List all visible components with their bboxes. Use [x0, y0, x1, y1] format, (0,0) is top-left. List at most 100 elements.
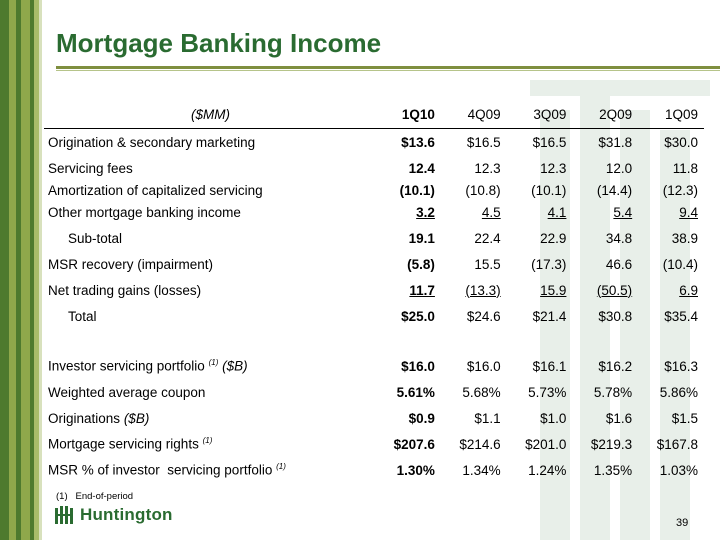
cell-value: $16.5: [466, 134, 501, 150]
cell-value: 5.4: [613, 204, 633, 220]
cell-value: $21.4: [532, 308, 567, 324]
cell-value: 5.78%: [593, 384, 633, 400]
cell-value: 6.9: [679, 282, 698, 298]
cell-value: 22.9: [540, 230, 567, 246]
cell-value: $1.0: [540, 410, 567, 426]
cell-value: 15.9: [540, 282, 567, 298]
cell-value: 5.68%: [462, 384, 501, 400]
title-rule-thin: [56, 70, 720, 71]
row-label: Net trading gains (losses): [48, 282, 202, 298]
cell-value: 12.3: [540, 160, 567, 176]
unit-label: ($B): [222, 358, 248, 374]
cell-value: (10.1): [399, 182, 435, 198]
table-row: Amortization of capitalized servicing (1…: [44, 181, 704, 199]
cell-value: 11.7: [409, 282, 435, 298]
financial-table: ($MM) 1Q10 4Q09 3Q09 2Q09 1Q09 Originati…: [44, 100, 704, 483]
table-row-total: Total $25.0 $24.6 $21.4 $30.8 $35.4: [44, 303, 704, 329]
cell-value: (5.8): [407, 256, 435, 272]
table-spacer: [44, 329, 704, 353]
cell-value: $214.6: [459, 436, 501, 452]
cell-value: 11.8: [672, 160, 698, 176]
row-label: MSR recovery (impairment): [48, 256, 214, 272]
table-row: Servicing fees 12.4 12.3 12.3 12.0 11.8: [44, 155, 704, 181]
cell-value: (50.5): [596, 282, 633, 298]
cell-value: $1.6: [605, 410, 633, 426]
table-row-subtotal: Sub-total 19.1 22.4 22.9 34.8 38.9: [44, 225, 704, 251]
row-label: Amortization of capitalized servicing: [48, 182, 263, 198]
row-label: Sub-total: [68, 230, 123, 246]
unit-label: ($B): [123, 410, 150, 426]
cell-value: $0.9: [408, 410, 435, 426]
cell-value: $30.0: [664, 134, 698, 150]
metric-label: Mortgage servicing rights (1): [48, 436, 213, 452]
cell-value: $167.8: [656, 436, 698, 452]
cell-value: 1.35%: [593, 462, 633, 478]
cell-value: $25.0: [401, 308, 435, 324]
cell-value: $30.8: [598, 308, 633, 324]
cell-value: $35.4: [664, 308, 698, 324]
footnote: (1) End-of-period: [56, 491, 134, 502]
background-watermark: [520, 70, 720, 540]
cell-value: 22.4: [474, 230, 501, 246]
row-label: Total: [68, 308, 97, 324]
cell-value: $16.1: [532, 358, 567, 374]
cell-value: $16.3: [664, 358, 698, 374]
cell-value: $24.6: [466, 308, 501, 324]
metric-row: Mortgage servicing rights (1) $207.6 $21…: [44, 431, 704, 457]
footnote-marker: (1): [202, 436, 213, 446]
metric-label: MSR % of investor servicing portfolio (1…: [48, 462, 286, 478]
cell-value: 5.86%: [659, 384, 698, 400]
cell-value: (13.3): [465, 282, 501, 298]
cell-value: 12.4: [408, 160, 435, 176]
title-rule: [56, 66, 720, 69]
cell-value: 4.5: [481, 204, 501, 220]
cell-value: $16.2: [598, 358, 633, 374]
cell-value: (14.4): [596, 182, 633, 198]
left-stripe: [34, 0, 39, 540]
page-title: Mortgage Banking Income: [56, 28, 382, 58]
cell-value: 34.8: [605, 230, 633, 246]
cell-value: 1.30%: [396, 462, 435, 478]
table-header-row: ($MM) 1Q10 4Q09 3Q09 2Q09 1Q09: [44, 100, 704, 129]
row-label: Servicing fees: [48, 160, 133, 176]
metric-label: Weighted average coupon: [48, 384, 206, 400]
cell-value: 9.4: [679, 204, 698, 220]
cell-value: 12.3: [474, 160, 501, 176]
cell-value: (17.3): [531, 256, 567, 272]
row-label: Origination & secondary marketing: [48, 134, 256, 150]
cell-value: $16.0: [466, 358, 501, 374]
cell-value: (10.1): [531, 182, 567, 198]
metric-row: Originations ($B) $0.9 $1.1 $1.0 $1.6 $1…: [44, 405, 704, 431]
metric-row: Weighted average coupon 5.61% 5.68% 5.73…: [44, 379, 704, 405]
left-stripe: [30, 0, 34, 540]
cell-value: 4.1: [547, 204, 567, 220]
left-stripe: [16, 0, 21, 540]
column-header: 2Q09: [572, 100, 639, 129]
cell-value: (10.4): [662, 256, 698, 272]
cell-value: (10.8): [465, 182, 501, 198]
huntington-logo-icon: [55, 506, 73, 524]
left-stripe: [9, 0, 16, 540]
company-logo: Huntington: [54, 504, 173, 526]
cell-value: 1.24%: [528, 462, 567, 478]
cell-value: 19.1: [408, 230, 435, 246]
cell-value: $207.6: [393, 436, 435, 452]
metric-row: MSR % of investor servicing portfolio (1…: [44, 457, 704, 483]
column-header: 4Q09: [440, 100, 507, 129]
metric-row: Investor servicing portfolio (1) ($B) $1…: [44, 353, 704, 379]
cell-value: 5.73%: [528, 384, 567, 400]
cell-value: $201.0: [525, 436, 567, 452]
metric-label: Originations ($B): [48, 410, 150, 426]
page-number: 39: [676, 517, 689, 529]
table-row: Other mortgage banking income 3.2 4.5 4.…: [44, 199, 704, 225]
column-header: 3Q09: [506, 100, 573, 129]
logo-text: Huntington: [80, 505, 173, 524]
cell-value: $219.3: [590, 436, 633, 452]
cell-value: 1.03%: [659, 462, 698, 478]
cell-value: $31.8: [598, 134, 633, 150]
cell-value: $13.6: [401, 134, 435, 150]
cell-value: $16.5: [532, 134, 567, 150]
column-header-unit: ($MM): [44, 100, 377, 129]
left-stripe: [39, 0, 42, 540]
cell-value: 1.34%: [462, 462, 501, 478]
